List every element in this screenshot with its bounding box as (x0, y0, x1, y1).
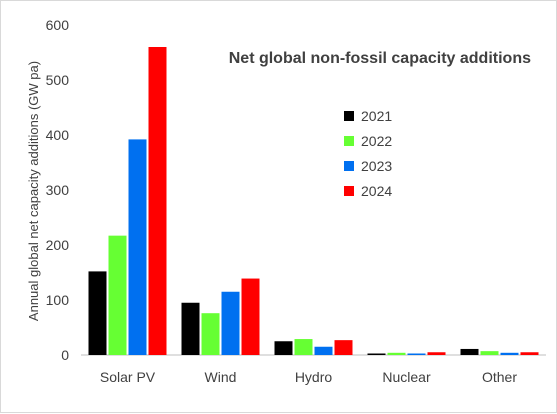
bar-nuclear-2024 (427, 352, 446, 355)
bar-nuclear-2023 (407, 353, 426, 355)
bar-other-2023 (500, 352, 519, 355)
x-tick-label: Nuclear (382, 369, 431, 385)
bar-other-2024 (520, 352, 539, 355)
legend-label-2021: 2021 (361, 108, 392, 124)
y-tick-label: 400 (46, 127, 70, 143)
bar-nuclear-2021 (367, 353, 386, 355)
y-tick-label: 0 (61, 347, 69, 363)
x-tick-label: Hydro (295, 369, 333, 385)
bar-other-2022 (480, 351, 499, 355)
legend-swatch-2021 (344, 111, 354, 121)
bar-solar-pv-2024 (148, 47, 167, 355)
chart-title: Net global non-fossil capacity additions (229, 50, 531, 67)
bar-solar-pv-2021 (88, 271, 107, 355)
legend-swatch-2023 (344, 161, 354, 171)
y-axis-label: Annual global net capacity additions (GW… (26, 61, 41, 321)
legend-label-2023: 2023 (361, 158, 392, 174)
x-tick-label: Solar PV (100, 369, 156, 385)
legend-label-2022: 2022 (361, 133, 392, 149)
bar-hydro-2024 (334, 340, 353, 355)
bar-nuclear-2022 (387, 352, 406, 355)
bar-wind-2023 (221, 291, 240, 355)
bar-wind-2022 (201, 313, 220, 355)
legend-swatch-2022 (344, 136, 354, 146)
bar-solar-pv-2023 (128, 139, 147, 355)
legend-label-2024: 2024 (361, 183, 392, 199)
bar-solar-pv-2022 (108, 235, 127, 355)
y-tick-label: 500 (46, 72, 70, 88)
bar-other-2021 (460, 348, 479, 355)
bar-hydro-2022 (294, 339, 313, 355)
bar-wind-2024 (241, 278, 260, 355)
bar-hydro-2021 (274, 341, 293, 355)
y-tick-label: 600 (46, 17, 70, 33)
legend-swatch-2024 (344, 186, 354, 196)
y-tick-label: 100 (46, 292, 70, 308)
bar-wind-2021 (181, 302, 200, 355)
bars (88, 47, 539, 355)
legend: 2021 2022 2023 2024 (344, 108, 392, 199)
bar-hydro-2023 (314, 346, 333, 355)
y-tick-label: 300 (46, 182, 70, 198)
x-tick-label: Other (482, 369, 517, 385)
y-tick-label: 200 (46, 237, 70, 253)
x-tick-label: Wind (205, 369, 237, 385)
